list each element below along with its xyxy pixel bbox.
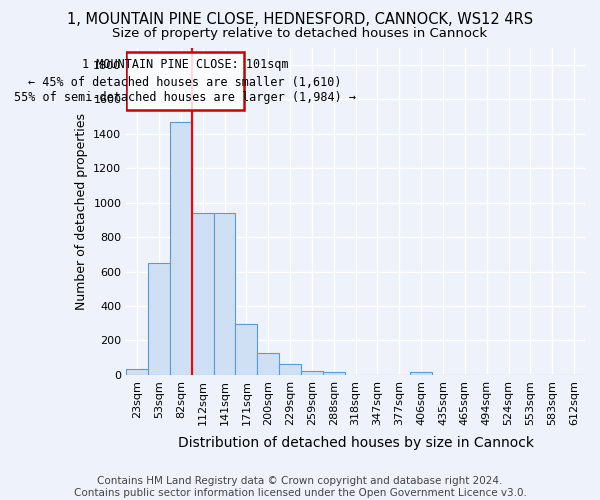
X-axis label: Distribution of detached houses by size in Cannock: Distribution of detached houses by size … — [178, 436, 533, 450]
Bar — [126, 369, 148, 375]
Bar — [214, 213, 235, 375]
Bar — [301, 372, 323, 375]
Text: ← 45% of detached houses are smaller (1,610): ← 45% of detached houses are smaller (1,… — [28, 76, 342, 89]
Bar — [170, 122, 192, 375]
Text: Size of property relative to detached houses in Cannock: Size of property relative to detached ho… — [112, 28, 488, 40]
Bar — [192, 213, 214, 375]
Bar — [126, 52, 244, 110]
Bar — [148, 263, 170, 375]
Text: Contains HM Land Registry data © Crown copyright and database right 2024.
Contai: Contains HM Land Registry data © Crown c… — [74, 476, 526, 498]
Bar — [323, 372, 344, 375]
Text: 1 MOUNTAIN PINE CLOSE: 101sqm: 1 MOUNTAIN PINE CLOSE: 101sqm — [82, 58, 289, 71]
Bar — [126, 52, 244, 110]
Bar — [257, 352, 279, 375]
Text: 55% of semi-detached houses are larger (1,984) →: 55% of semi-detached houses are larger (… — [14, 90, 356, 104]
Text: 1, MOUNTAIN PINE CLOSE, HEDNESFORD, CANNOCK, WS12 4RS: 1, MOUNTAIN PINE CLOSE, HEDNESFORD, CANN… — [67, 12, 533, 28]
Y-axis label: Number of detached properties: Number of detached properties — [74, 112, 88, 310]
Bar — [410, 372, 432, 375]
Bar — [235, 324, 257, 375]
Bar — [279, 364, 301, 375]
